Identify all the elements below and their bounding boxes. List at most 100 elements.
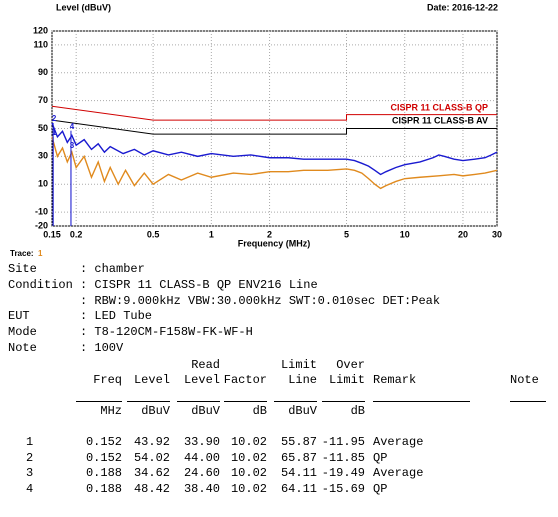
x-tick-label: 1 bbox=[209, 229, 214, 239]
x-tick-label: 0.15 bbox=[43, 229, 61, 239]
series-line bbox=[51, 105, 497, 121]
marker-label: 4 bbox=[70, 122, 75, 131]
column-header: Level bbox=[133, 373, 170, 387]
header-underline bbox=[322, 401, 365, 402]
info-value: : RBW:9.000kHz VBW:30.000kHz SWT:0.010se… bbox=[80, 293, 441, 308]
column-unit: dBuV bbox=[191, 404, 220, 418]
x-axis-title: Frequency (MHz) bbox=[238, 238, 311, 248]
table-cell: 0.188 bbox=[85, 466, 122, 480]
info-value: : CISPR 11 CLASS-B QP ENV216 Line bbox=[80, 277, 318, 292]
series-line bbox=[51, 136, 498, 190]
header-underline bbox=[274, 401, 317, 402]
table-cell: 0.152 bbox=[85, 450, 122, 465]
table-cell: -19.49 bbox=[321, 466, 365, 480]
header-underline bbox=[177, 401, 220, 402]
info-label: Mode bbox=[8, 325, 37, 340]
header-underline bbox=[224, 401, 267, 402]
row-index: 3 bbox=[26, 466, 34, 480]
column-unit: dBuV bbox=[141, 404, 170, 418]
table-cell: 55.87 bbox=[280, 435, 317, 449]
column-header: Freq bbox=[93, 373, 122, 387]
series-line bbox=[51, 119, 497, 135]
column-header: Remark bbox=[373, 373, 417, 387]
table-cell: 0.152 bbox=[85, 435, 122, 449]
y-tick-label: 90 bbox=[38, 67, 48, 77]
table-cell: -11.85 bbox=[321, 450, 365, 465]
legend-label: CISPR 11 CLASS-B QP bbox=[390, 102, 488, 112]
x-tick-label: 2 bbox=[267, 229, 272, 239]
table-cell: 10.02 bbox=[230, 450, 267, 465]
chart: Level (dBuV) Date: 2016-12-22 Frequency … bbox=[10, 2, 502, 258]
x-tick-label: 0.5 bbox=[147, 229, 160, 239]
y-tick-label: 70 bbox=[38, 95, 48, 105]
info-label: Condition bbox=[8, 277, 73, 292]
table-cell: 34.62 bbox=[133, 466, 170, 480]
trace-label: Trace: bbox=[10, 249, 34, 258]
info-value: : chamber bbox=[80, 262, 145, 276]
table-cell: 38.40 bbox=[183, 481, 220, 496]
column-unit: MHz bbox=[100, 404, 122, 418]
table-cell: 64.11 bbox=[280, 481, 317, 496]
x-tick-label: 0.2 bbox=[70, 229, 83, 239]
table-cell: Average bbox=[373, 466, 424, 480]
y-tick-label: 50 bbox=[38, 123, 48, 133]
info-value: : LED Tube bbox=[80, 309, 153, 324]
y-tick-label: -20 bbox=[35, 220, 48, 230]
x-tick-label: 5 bbox=[344, 229, 349, 239]
column-unit: dB bbox=[350, 404, 365, 418]
header-underline bbox=[510, 401, 546, 402]
row-index: 4 bbox=[26, 481, 34, 496]
marker-label: 2 bbox=[52, 114, 57, 123]
table-cell: 33.90 bbox=[183, 435, 220, 449]
column-header: Read Level bbox=[183, 358, 220, 387]
x-tick-label: 30 bbox=[492, 229, 502, 239]
table-cell: 44.00 bbox=[183, 450, 220, 465]
column-unit: dBuV bbox=[288, 404, 317, 418]
table-cell: 24.60 bbox=[183, 466, 220, 480]
x-tick-label: 10 bbox=[400, 229, 410, 239]
table-cell: 65.87 bbox=[280, 450, 317, 465]
info-label: Site bbox=[8, 262, 37, 276]
y-tick-label: -10 bbox=[35, 206, 48, 216]
date: Date: 2016-12-22 bbox=[427, 2, 498, 12]
y-axis-title: Level (dBuV) bbox=[56, 2, 111, 12]
info-label: Note bbox=[8, 341, 37, 355]
table-cell: QP bbox=[373, 481, 388, 496]
info-label: EUT bbox=[8, 309, 30, 324]
y-tick-label: 30 bbox=[38, 151, 48, 161]
table-cell: 54.11 bbox=[280, 466, 317, 480]
table-cell: 43.92 bbox=[133, 435, 170, 449]
marker-label: 3 bbox=[70, 141, 75, 150]
header-underline bbox=[76, 401, 122, 402]
column-header: Over Limit bbox=[328, 358, 365, 387]
table-cell: 48.42 bbox=[133, 481, 170, 496]
table-cell: 0.188 bbox=[85, 481, 122, 496]
info-value: : 100V bbox=[80, 341, 124, 355]
table-cell: -11.95 bbox=[321, 435, 365, 449]
table-cell: 10.02 bbox=[230, 435, 267, 449]
row-index: 1 bbox=[26, 435, 34, 449]
x-tick-label: 20 bbox=[458, 229, 468, 239]
table-cell: Average bbox=[373, 435, 424, 449]
y-tick-label: 110 bbox=[33, 39, 48, 49]
table-cell: -15.69 bbox=[321, 481, 365, 496]
table-cell: QP bbox=[373, 450, 388, 465]
column-header: Note bbox=[510, 373, 539, 387]
y-tick-label: 120 bbox=[33, 25, 48, 35]
marker-label: 1 bbox=[52, 128, 57, 137]
y-tick-label: 10 bbox=[38, 179, 48, 189]
series-line bbox=[51, 122, 498, 176]
table-cell: 10.02 bbox=[230, 481, 267, 496]
header-underline bbox=[127, 401, 170, 402]
row-index: 2 bbox=[26, 450, 34, 465]
column-header: Factor bbox=[223, 373, 267, 387]
trace-number: 1 bbox=[38, 249, 43, 258]
header-underline bbox=[373, 401, 470, 402]
column-header: Limit Line bbox=[280, 358, 317, 387]
column-unit: dB bbox=[252, 404, 267, 418]
table-cell: 54.02 bbox=[133, 450, 170, 465]
legend-label: CISPR 11 CLASS-B AV bbox=[392, 115, 488, 125]
info-value: : T8-120CM-F158W-FK-WF-H bbox=[80, 325, 253, 340]
table-cell: 10.02 bbox=[230, 466, 267, 480]
